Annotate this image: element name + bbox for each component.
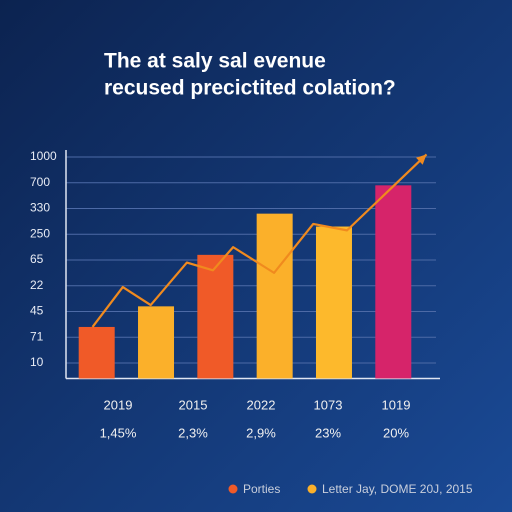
bar bbox=[375, 185, 412, 379]
sub-label: 2,3% bbox=[178, 425, 208, 440]
y-tick-label: 10 bbox=[30, 355, 44, 369]
y-tick-label: 71 bbox=[30, 329, 44, 343]
bar bbox=[78, 326, 115, 379]
x-tick-label: 2019 bbox=[104, 397, 133, 412]
sub-label: 20% bbox=[383, 425, 409, 440]
y-tick-label: 700 bbox=[30, 175, 50, 189]
y-tick-label: 65 bbox=[30, 252, 44, 266]
trend-line bbox=[91, 153, 428, 328]
bar bbox=[197, 254, 234, 379]
y-tick-label: 250 bbox=[30, 226, 50, 240]
legend-label: Letter Jay, DOME 20J, 2015 bbox=[322, 482, 473, 496]
legend-label: Porties bbox=[243, 482, 280, 496]
y-tick-label: 45 bbox=[30, 304, 44, 318]
x-tick-label: 2015 bbox=[179, 397, 208, 412]
y-tick-label: 22 bbox=[30, 278, 44, 292]
bar bbox=[138, 306, 175, 379]
bar bbox=[315, 226, 352, 379]
chart-title: The at saly sal evenue bbox=[104, 50, 326, 73]
x-tick-label: 1019 bbox=[382, 397, 411, 412]
legend-swatch bbox=[228, 484, 238, 494]
sub-label: 2,9% bbox=[246, 425, 276, 440]
sub-label: 1,45% bbox=[100, 425, 137, 440]
chart-title: recused precictited colation? bbox=[104, 77, 396, 100]
y-tick-label: 330 bbox=[30, 201, 50, 215]
legend-swatch bbox=[307, 484, 317, 494]
arrow-head bbox=[416, 154, 427, 165]
sub-label: 23% bbox=[315, 425, 341, 440]
x-tick-label: 2022 bbox=[247, 397, 276, 412]
x-tick-label: 1073 bbox=[314, 397, 343, 412]
bar bbox=[256, 213, 293, 379]
y-tick-label: 1000 bbox=[30, 149, 57, 163]
